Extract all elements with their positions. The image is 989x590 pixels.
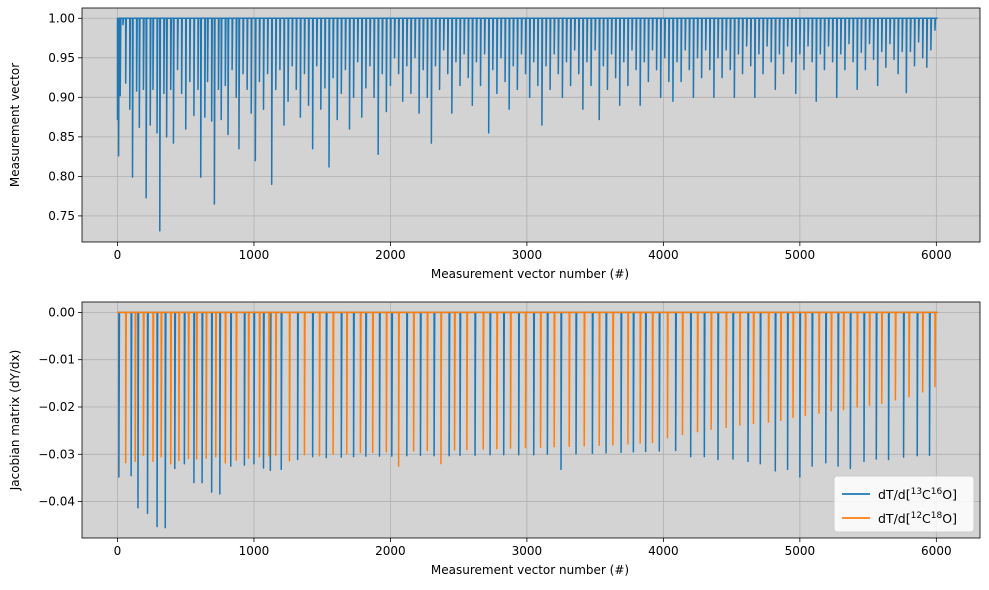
x-tick-label: 3000 <box>512 248 543 262</box>
x-tick-label: 0 <box>114 544 122 558</box>
legend-label-part: O] <box>942 511 957 526</box>
plot-frame <box>81 7 981 243</box>
legend-label-part: O] <box>942 487 957 502</box>
y-tick-label: 1.00 <box>48 11 75 25</box>
y-tick-label: −0.03 <box>38 447 75 461</box>
legend-label-part: C <box>922 511 931 526</box>
legend-label-part: C <box>922 487 931 502</box>
x-tick-label: 3000 <box>512 544 543 558</box>
y-tick-label: 0.95 <box>48 51 75 65</box>
x-tick-label: 6000 <box>921 544 952 558</box>
y-tick-label: −0.02 <box>38 400 75 414</box>
x-tick-label: 5000 <box>785 544 816 558</box>
legend-label-part: 12 <box>911 511 922 521</box>
y-tick-label: −0.01 <box>38 353 75 367</box>
x-tick-label: 1000 <box>239 248 270 262</box>
legend-label: dT/d[12C18O] <box>878 511 957 526</box>
x-tick-label: 2000 <box>375 248 406 262</box>
series-line-1 <box>117 311 938 529</box>
legend-label-part: 13 <box>911 487 922 497</box>
y-tick-label: 0.75 <box>48 209 75 223</box>
y-tick-label: −0.04 <box>38 495 75 509</box>
legend-label-part: dT/d[ <box>878 511 911 526</box>
x-tick-label: 4000 <box>648 248 679 262</box>
chart-2: 0 1000 2000 3000 4000 5000 6000 0.00 −0.01 −0.02 −… <box>8 301 981 577</box>
series-line-1 <box>116 17 938 232</box>
y-tick-label: 0.85 <box>48 130 75 144</box>
plot-frame <box>81 301 981 539</box>
x-tick-label: 4000 <box>648 544 679 558</box>
y-tick-label: 0.90 <box>48 90 75 104</box>
y-tick-label: 0.80 <box>48 169 75 183</box>
x-tick-label: 5000 <box>785 248 816 262</box>
x-tick-label: 0 <box>114 248 122 262</box>
series-line-2 <box>117 311 938 467</box>
x-tick-label: 6000 <box>921 248 952 262</box>
legend-label-part: 18 <box>931 511 943 521</box>
legend-label-part: dT/d[ <box>878 487 911 502</box>
legend: dT/d[13C16O]dT/d[12C18O] <box>833 475 975 533</box>
y-axis-label: Measurement vector <box>8 63 22 187</box>
legend-label: dT/d[13C16O] <box>878 487 957 502</box>
y-axis-label: Jacobian matrix (dY/dx) <box>8 350 22 492</box>
x-axis-label: Measurement vector number (#) <box>431 563 629 577</box>
legend-label-part: 16 <box>931 487 943 497</box>
x-tick-label: 2000 <box>375 544 406 558</box>
x-axis-label: Measurement vector number (#) <box>431 267 629 281</box>
y-tick-label: 0.00 <box>48 305 75 319</box>
x-tick-label: 1000 <box>239 544 270 558</box>
chart-1: 0 1000 2000 3000 4000 5000 6000 0.75 0.80 0.85 0.9… <box>8 7 981 281</box>
